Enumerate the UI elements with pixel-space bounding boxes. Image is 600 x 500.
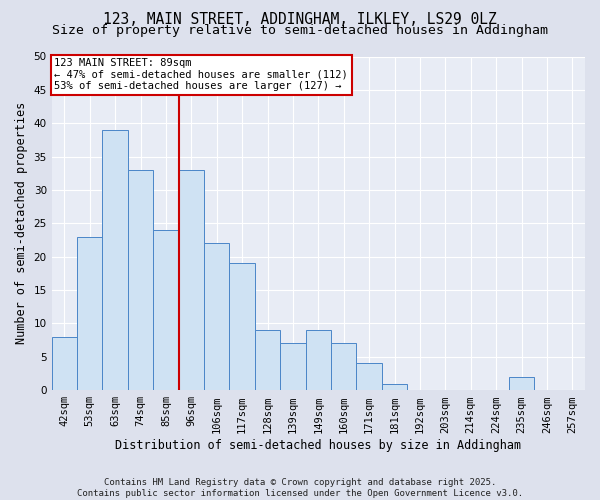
Bar — [331, 344, 356, 390]
Bar — [229, 264, 255, 390]
Text: 123 MAIN STREET: 89sqm
← 47% of semi-detached houses are smaller (112)
53% of se: 123 MAIN STREET: 89sqm ← 47% of semi-det… — [55, 58, 348, 92]
Bar — [77, 236, 103, 390]
Bar — [280, 344, 305, 390]
Bar — [204, 244, 229, 390]
Bar — [255, 330, 280, 390]
Bar — [153, 230, 179, 390]
X-axis label: Distribution of semi-detached houses by size in Addingham: Distribution of semi-detached houses by … — [115, 440, 521, 452]
Text: Contains HM Land Registry data © Crown copyright and database right 2025.
Contai: Contains HM Land Registry data © Crown c… — [77, 478, 523, 498]
Bar — [382, 384, 407, 390]
Y-axis label: Number of semi-detached properties: Number of semi-detached properties — [15, 102, 28, 344]
Bar — [103, 130, 128, 390]
Bar — [52, 337, 77, 390]
Text: 123, MAIN STREET, ADDINGHAM, ILKLEY, LS29 0LZ: 123, MAIN STREET, ADDINGHAM, ILKLEY, LS2… — [103, 12, 497, 28]
Bar — [128, 170, 153, 390]
Bar — [305, 330, 331, 390]
Bar — [179, 170, 204, 390]
Bar — [356, 364, 382, 390]
Text: Size of property relative to semi-detached houses in Addingham: Size of property relative to semi-detach… — [52, 24, 548, 37]
Bar — [509, 377, 534, 390]
